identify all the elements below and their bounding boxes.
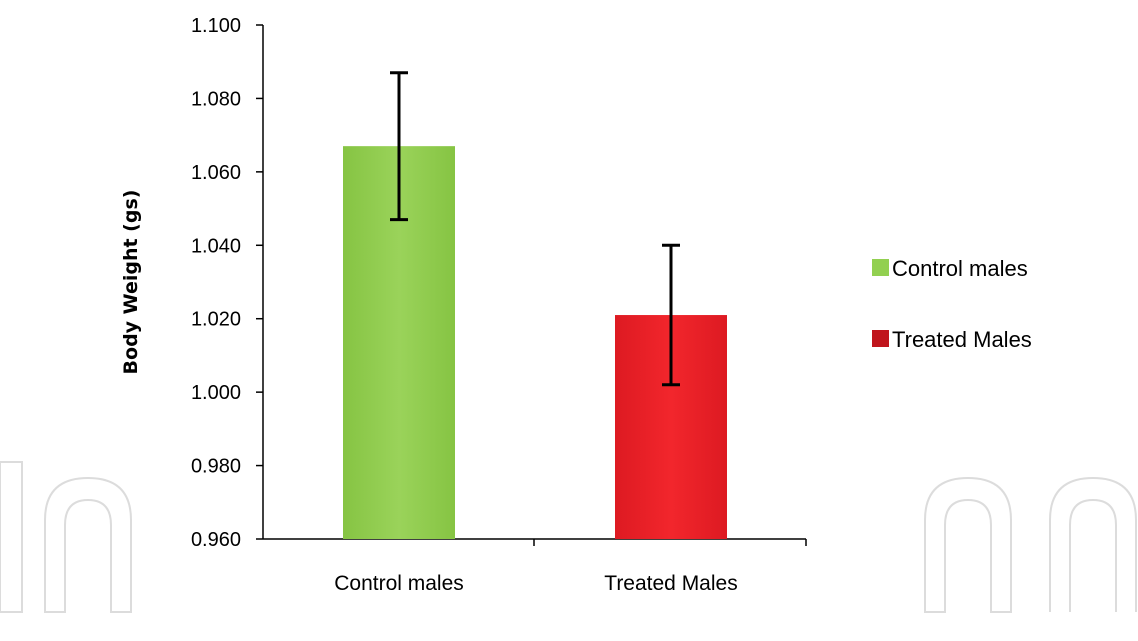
legend-label-treated: Treated Males bbox=[892, 327, 1032, 352]
y-axis-label: Body Weight (gs) bbox=[120, 190, 142, 375]
error-bar-treated-males bbox=[662, 243, 680, 387]
y-tick-label: 0.960 bbox=[191, 529, 241, 551]
y-axis-ticks: 0.960 0.980 1.000 1.020 1.040 1.060 1.080 1.100 bbox=[191, 15, 263, 551]
y-tick-label: 1.000 bbox=[191, 382, 241, 404]
bars bbox=[343, 71, 727, 539]
legend-label-control: Control males bbox=[892, 256, 1028, 281]
legend-swatch-control bbox=[872, 259, 889, 276]
y-tick-label: 1.040 bbox=[191, 235, 241, 257]
y-tick-label: 1.080 bbox=[191, 88, 241, 110]
legend-swatch-treated bbox=[872, 330, 889, 347]
y-tick-label: 0.980 bbox=[191, 456, 241, 478]
category-label-control: Control males bbox=[334, 572, 464, 595]
legend: Control males Treated Males bbox=[872, 256, 1032, 352]
y-tick-label: 1.100 bbox=[191, 15, 241, 37]
y-tick-label: 1.060 bbox=[191, 162, 241, 184]
watermark bbox=[0, 461, 1137, 613]
error-bar-control-males bbox=[390, 71, 408, 222]
y-tick-label: 1.020 bbox=[191, 309, 241, 331]
category-label-treated: Treated Males bbox=[604, 572, 737, 595]
